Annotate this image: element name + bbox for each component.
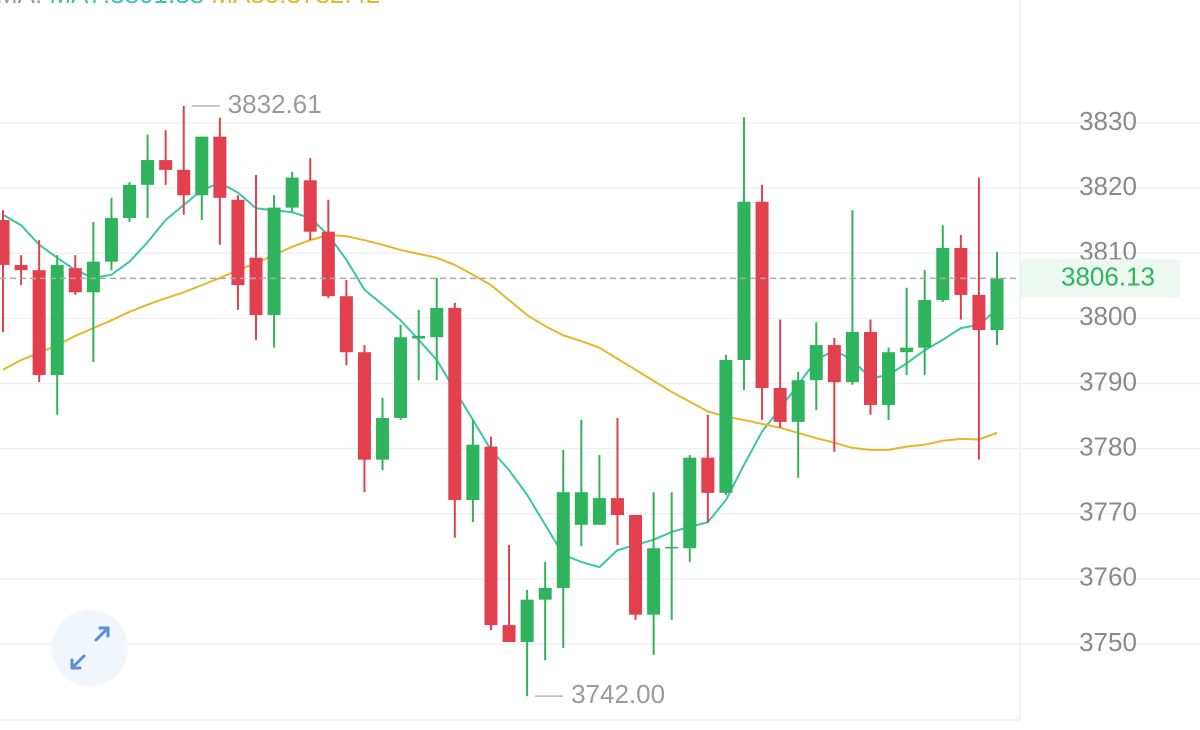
candle-body: [592, 498, 606, 525]
candle-body: [321, 231, 335, 297]
y-tick-label: 3780: [1079, 431, 1137, 461]
y-tick-label: 3750: [1079, 627, 1137, 657]
candle-body: [249, 257, 263, 316]
price-label-bg: [1020, 259, 1180, 298]
legend-name: MA30:: [211, 0, 286, 9]
candle-body: [809, 345, 823, 381]
y-tick-label: 3830: [1079, 106, 1137, 136]
y-tick-label: 3800: [1079, 301, 1137, 331]
candle-body: [0, 219, 10, 265]
y-tick-label: 3790: [1079, 366, 1137, 396]
candle-body: [755, 201, 769, 389]
candle-body: [502, 625, 516, 643]
candle-body: [231, 199, 245, 286]
candle-body: [863, 332, 877, 405]
candle-body: [159, 160, 173, 170]
candle-body: [394, 337, 408, 418]
candle-body: [827, 345, 841, 383]
legend-prefix: MA:: [0, 0, 42, 9]
candle-body: [845, 332, 859, 383]
candle-body: [538, 587, 552, 600]
candle-body: [104, 218, 118, 262]
candle-body: [484, 446, 498, 626]
candle-body: [936, 247, 950, 301]
candle-body: [882, 352, 896, 405]
candle-body: [791, 380, 805, 422]
price-label: 3806.13: [1061, 261, 1155, 291]
candle-body: [665, 546, 679, 549]
candles: [0, 105, 1004, 697]
candle-body: [86, 261, 100, 293]
legend-value: 3782.42: [287, 0, 381, 9]
candle-body: [918, 300, 932, 348]
legend-value: 3801.38: [110, 0, 204, 9]
candle-body: [954, 247, 968, 295]
candle-body: [574, 492, 588, 525]
candle-body: [376, 417, 390, 460]
candle-body: [556, 492, 570, 588]
candle-body: [972, 294, 986, 331]
candle-body: [430, 307, 444, 338]
legend-name: MA7:: [49, 0, 110, 9]
expand-button-bg[interactable]: [52, 610, 128, 686]
candle-body: [177, 169, 191, 196]
candle-body: [303, 180, 317, 232]
candle-body: [683, 457, 697, 549]
candle-body: [339, 296, 353, 353]
candle-body: [213, 136, 227, 198]
candle-body: [14, 264, 28, 271]
candle-body: [701, 457, 715, 493]
candle-body: [520, 599, 534, 643]
ma-line: [2, 233, 998, 451]
candle-body: [68, 268, 82, 293]
candle-body: [32, 270, 46, 375]
candle-body: [50, 264, 64, 375]
candle-body: [647, 548, 661, 615]
candle-body: [357, 352, 371, 460]
candle-body: [737, 201, 751, 361]
y-tick-label: 3820: [1079, 171, 1137, 201]
candle-body: [719, 360, 733, 493]
candle-body: [412, 335, 426, 339]
y-tick-label: 3760: [1079, 562, 1137, 592]
candle-body: [900, 347, 914, 353]
candle-body: [123, 184, 137, 219]
candle-body: [195, 136, 209, 196]
candle-body: [773, 388, 787, 422]
expand-button[interactable]: [52, 610, 128, 686]
candle-body: [285, 177, 299, 208]
candle-body: [990, 278, 1004, 331]
expand-icon[interactable]: [70, 626, 110, 670]
candle-body: [466, 444, 480, 501]
candle-body: [629, 515, 643, 615]
candle-body: [141, 160, 155, 185]
candle-body: [448, 307, 462, 501]
y-tick-label: 3770: [1079, 497, 1137, 527]
low-annotation: 3742.00: [571, 679, 665, 709]
overlay: 3832.61 3742.00 3806.13: [0, 89, 1180, 709]
candle-body: [610, 498, 624, 516]
legend-ma30: MA30:3782.42: [211, 0, 380, 9]
legend-ma7: MA7:3801.38: [49, 0, 204, 9]
high-annotation: 3832.61: [228, 89, 322, 119]
candle-body: [267, 207, 281, 316]
ma-legend: MA: MA7:3801.38 MA30:3782.42: [0, 0, 381, 9]
